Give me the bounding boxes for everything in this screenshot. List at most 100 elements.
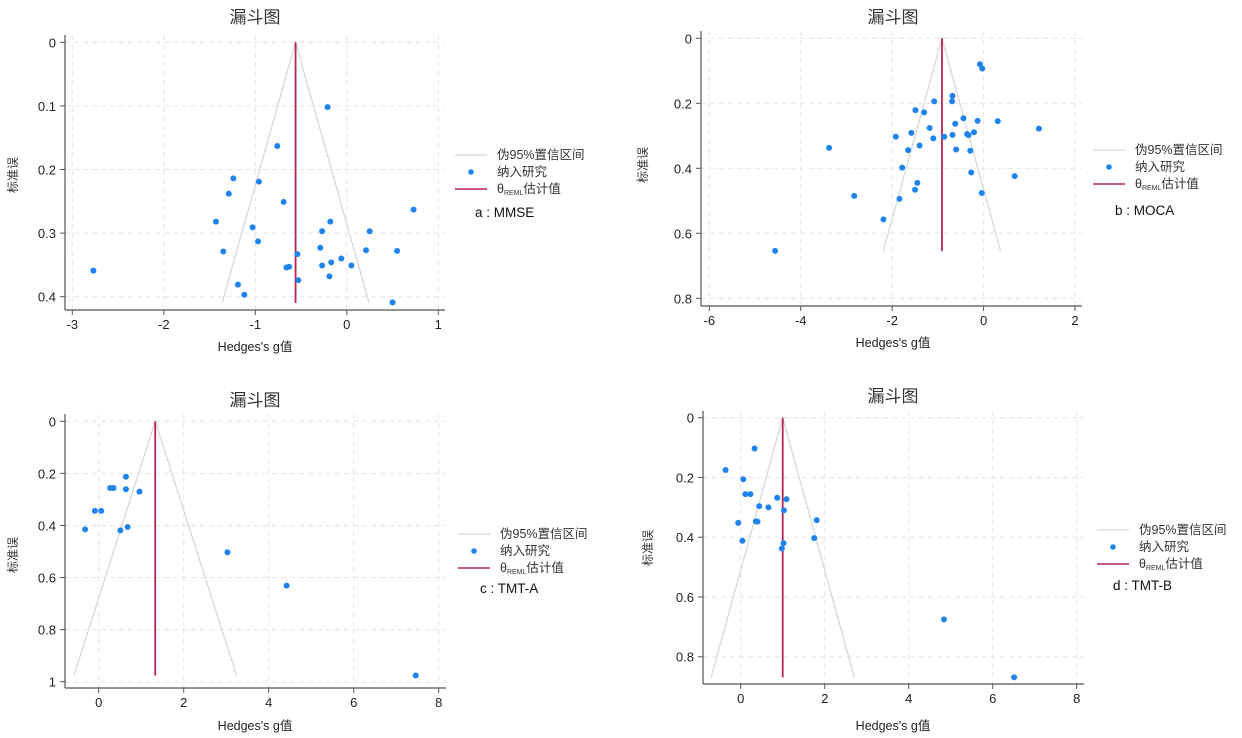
study-point (772, 247, 779, 254)
study-point (98, 507, 105, 514)
y-tick-label: 0.6 (674, 226, 692, 241)
y-axis-label: 标准误 (641, 530, 655, 566)
x-tick-label: 6 (350, 695, 357, 710)
chart-title: 漏斗图 (868, 387, 919, 407)
study-point (82, 526, 89, 533)
study-point (722, 466, 729, 473)
x-tick-label: -3 (67, 317, 79, 332)
study-point (756, 503, 763, 510)
study-point (317, 244, 324, 251)
legend-point-swatch (471, 548, 477, 554)
study-point (1035, 125, 1042, 132)
study-point (294, 251, 301, 258)
x-tick-label: -4 (795, 313, 807, 328)
study-point (249, 224, 256, 231)
study-point (851, 192, 858, 199)
study-point (931, 98, 938, 105)
study-point (90, 267, 97, 274)
legend-label: 纳入研究 (1139, 539, 1190, 554)
x-axis-label: Hedges's g值 (856, 335, 931, 350)
study-point (1011, 173, 1018, 180)
legend-label: θREML估计值 (497, 181, 561, 197)
study-point (912, 107, 919, 114)
study-point (914, 179, 921, 186)
study-point (255, 238, 262, 245)
legend-point-swatch (468, 169, 474, 175)
chart-title: 漏斗图 (868, 8, 919, 28)
study-point (949, 98, 956, 105)
study-point (124, 524, 131, 531)
study-point (735, 519, 742, 526)
study-point (324, 104, 331, 111)
legend-point-swatch (1106, 164, 1112, 170)
study-point (783, 496, 790, 503)
funnel-plot-c: 0 2 4 6 8 0 0.2 0.4 0.6 0.8 1 漏斗图 Hedges's g值 标准误 伪95%… (6, 391, 588, 733)
y-tick-label: 0.8 (674, 291, 692, 306)
study-point (234, 281, 241, 288)
study-point (110, 484, 117, 491)
panel-caption: a : MMSE (475, 205, 534, 220)
legend-label: 伪95%置信区间 (1139, 523, 1227, 537)
study-point (968, 169, 975, 176)
x-tick-label: 2 (821, 691, 828, 706)
y-tick-label: 0.2 (38, 163, 56, 178)
study-point (811, 535, 818, 542)
legend-label: 伪95%置信区间 (1135, 143, 1223, 157)
y-tick-label: 1 (49, 675, 56, 690)
study-point (965, 132, 972, 139)
legend-label: 纳入研究 (497, 164, 548, 179)
study-point (949, 92, 956, 99)
study-point (319, 228, 326, 235)
study-point (328, 259, 335, 266)
y-tick-label: 0.8 (38, 623, 56, 638)
study-point (896, 195, 903, 202)
study-point (230, 175, 237, 182)
study-point (319, 262, 326, 269)
y-tick-label: 0.2 (676, 470, 694, 485)
chart-title: 漏斗图 (230, 8, 281, 28)
study-point (774, 494, 781, 501)
study-point (754, 518, 761, 525)
x-tick-label: 0 (343, 317, 350, 332)
x-tick-label: -2 (886, 313, 898, 328)
study-point (224, 549, 231, 556)
study-point (412, 672, 419, 679)
study-point (751, 445, 758, 452)
y-tick-label: 0 (687, 411, 694, 426)
study-point (740, 476, 747, 483)
study-point (892, 133, 899, 140)
study-point (91, 507, 98, 514)
y-tick-label: 0.3 (38, 226, 56, 241)
study-point (122, 473, 129, 480)
legend-label: 纳入研究 (1135, 159, 1186, 174)
study-point (908, 129, 915, 136)
study-point (765, 504, 772, 511)
y-tick-label: 0.2 (674, 96, 692, 111)
y-axis-label: 标准误 (6, 537, 20, 573)
y-tick-label: 0.4 (676, 530, 694, 545)
y-tick-label: 0.4 (674, 161, 692, 176)
legend-label: θREML估计值 (1139, 556, 1203, 572)
x-tick-label: 2 (1071, 313, 1078, 328)
x-tick-label: 0 (95, 695, 102, 710)
study-point (967, 147, 974, 154)
x-tick-label: 0 (980, 313, 987, 328)
study-point (916, 142, 923, 149)
legend-label: 伪95%置信区间 (497, 148, 585, 162)
study-point (286, 263, 293, 270)
x-tick-label: 8 (1073, 691, 1080, 706)
y-tick-label: 0.6 (676, 590, 694, 605)
y-tick-label: 0 (49, 35, 56, 50)
study-point (742, 491, 749, 498)
study-point (952, 120, 959, 127)
study-point (994, 118, 1001, 125)
x-axis-label: Hedges's g值 (856, 718, 931, 733)
x-axis-label: Hedges's g值 (218, 718, 293, 733)
study-point (225, 190, 232, 197)
legend-label: θREML估计值 (500, 560, 564, 576)
study-point (410, 206, 417, 213)
study-point (813, 517, 820, 524)
study-point (960, 115, 967, 122)
